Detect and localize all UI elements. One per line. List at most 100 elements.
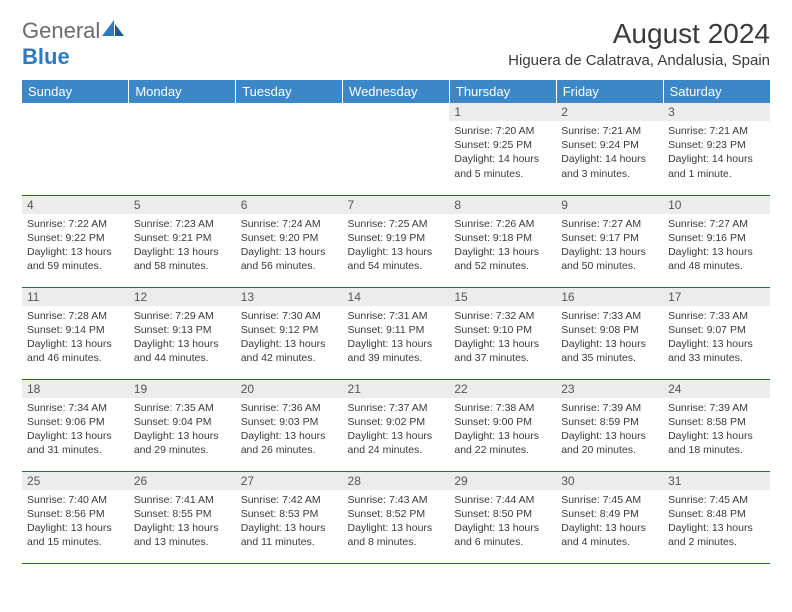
day-body: Sunrise: 7:21 AMSunset: 9:23 PMDaylight:…	[663, 121, 770, 185]
day-number: 23	[556, 380, 663, 398]
day-body: Sunrise: 7:42 AMSunset: 8:53 PMDaylight:…	[236, 490, 343, 554]
day-number: 24	[663, 380, 770, 398]
calendar-cell: 24Sunrise: 7:39 AMSunset: 8:58 PMDayligh…	[663, 379, 770, 471]
calendar-cell: 23Sunrise: 7:39 AMSunset: 8:59 PMDayligh…	[556, 379, 663, 471]
calendar-row: ........1Sunrise: 7:20 AMSunset: 9:25 PM…	[22, 103, 770, 195]
calendar-cell: 21Sunrise: 7:37 AMSunset: 9:02 PMDayligh…	[343, 379, 450, 471]
calendar-cell: 27Sunrise: 7:42 AMSunset: 8:53 PMDayligh…	[236, 471, 343, 563]
day-body: Sunrise: 7:27 AMSunset: 9:16 PMDaylight:…	[663, 214, 770, 278]
calendar-cell: 13Sunrise: 7:30 AMSunset: 9:12 PMDayligh…	[236, 287, 343, 379]
day-number: 11	[22, 288, 129, 306]
calendar-cell: 6Sunrise: 7:24 AMSunset: 9:20 PMDaylight…	[236, 195, 343, 287]
calendar-cell: 17Sunrise: 7:33 AMSunset: 9:07 PMDayligh…	[663, 287, 770, 379]
day-body: Sunrise: 7:26 AMSunset: 9:18 PMDaylight:…	[449, 214, 556, 278]
calendar-cell: 10Sunrise: 7:27 AMSunset: 9:16 PMDayligh…	[663, 195, 770, 287]
calendar-row: 18Sunrise: 7:34 AMSunset: 9:06 PMDayligh…	[22, 379, 770, 471]
weekday-header: Friday	[556, 80, 663, 103]
brand-name-1: General	[22, 18, 100, 43]
day-body: Sunrise: 7:45 AMSunset: 8:49 PMDaylight:…	[556, 490, 663, 554]
day-body: Sunrise: 7:45 AMSunset: 8:48 PMDaylight:…	[663, 490, 770, 554]
header: General Blue August 2024 Higuera de Cala…	[22, 18, 770, 70]
brand-name: General Blue	[22, 18, 126, 70]
title-block: August 2024 Higuera de Calatrava, Andalu…	[508, 18, 770, 69]
day-number: 18	[22, 380, 129, 398]
day-body: Sunrise: 7:38 AMSunset: 9:00 PMDaylight:…	[449, 398, 556, 462]
location: Higuera de Calatrava, Andalusia, Spain	[508, 52, 770, 69]
day-body: Sunrise: 7:30 AMSunset: 9:12 PMDaylight:…	[236, 306, 343, 370]
day-body: Sunrise: 7:39 AMSunset: 8:58 PMDaylight:…	[663, 398, 770, 462]
day-number: 12	[129, 288, 236, 306]
day-number: 9	[556, 196, 663, 214]
day-number: 4	[22, 196, 129, 214]
day-body: Sunrise: 7:22 AMSunset: 9:22 PMDaylight:…	[22, 214, 129, 278]
sail-icon	[100, 18, 126, 38]
day-body: Sunrise: 7:23 AMSunset: 9:21 PMDaylight:…	[129, 214, 236, 278]
day-number: 16	[556, 288, 663, 306]
brand-name-2: Blue	[22, 44, 70, 69]
calendar-row: 25Sunrise: 7:40 AMSunset: 8:56 PMDayligh…	[22, 471, 770, 563]
day-number: 19	[129, 380, 236, 398]
day-number: 27	[236, 472, 343, 490]
day-body: Sunrise: 7:20 AMSunset: 9:25 PMDaylight:…	[449, 121, 556, 185]
calendar-cell: 29Sunrise: 7:44 AMSunset: 8:50 PMDayligh…	[449, 471, 556, 563]
day-number: 6	[236, 196, 343, 214]
weekday-header: Thursday	[449, 80, 556, 103]
calendar-cell: 12Sunrise: 7:29 AMSunset: 9:13 PMDayligh…	[129, 287, 236, 379]
calendar-cell: 20Sunrise: 7:36 AMSunset: 9:03 PMDayligh…	[236, 379, 343, 471]
day-number: 22	[449, 380, 556, 398]
day-body: Sunrise: 7:39 AMSunset: 8:59 PMDaylight:…	[556, 398, 663, 462]
calendar-cell: 9Sunrise: 7:27 AMSunset: 9:17 PMDaylight…	[556, 195, 663, 287]
day-body: Sunrise: 7:37 AMSunset: 9:02 PMDaylight:…	[343, 398, 450, 462]
calendar-cell: 19Sunrise: 7:35 AMSunset: 9:04 PMDayligh…	[129, 379, 236, 471]
day-number: 5	[129, 196, 236, 214]
calendar-cell: 31Sunrise: 7:45 AMSunset: 8:48 PMDayligh…	[663, 471, 770, 563]
day-body: Sunrise: 7:34 AMSunset: 9:06 PMDaylight:…	[22, 398, 129, 462]
calendar-cell: 25Sunrise: 7:40 AMSunset: 8:56 PMDayligh…	[22, 471, 129, 563]
weekday-header: Sunday	[22, 80, 129, 103]
calendar-row: 11Sunrise: 7:28 AMSunset: 9:14 PMDayligh…	[22, 287, 770, 379]
day-body: Sunrise: 7:43 AMSunset: 8:52 PMDaylight:…	[343, 490, 450, 554]
day-number: 26	[129, 472, 236, 490]
calendar-cell: ..	[129, 103, 236, 195]
day-number: 14	[343, 288, 450, 306]
calendar-row: 4Sunrise: 7:22 AMSunset: 9:22 PMDaylight…	[22, 195, 770, 287]
calendar-cell: 14Sunrise: 7:31 AMSunset: 9:11 PMDayligh…	[343, 287, 450, 379]
day-number: 21	[343, 380, 450, 398]
calendar-cell: ..	[22, 103, 129, 195]
calendar-cell: 3Sunrise: 7:21 AMSunset: 9:23 PMDaylight…	[663, 103, 770, 195]
day-number: 25	[22, 472, 129, 490]
day-number: 17	[663, 288, 770, 306]
calendar-cell: 7Sunrise: 7:25 AMSunset: 9:19 PMDaylight…	[343, 195, 450, 287]
weekday-header: Tuesday	[236, 80, 343, 103]
calendar-cell: 28Sunrise: 7:43 AMSunset: 8:52 PMDayligh…	[343, 471, 450, 563]
day-number: 20	[236, 380, 343, 398]
calendar-body: ........1Sunrise: 7:20 AMSunset: 9:25 PM…	[22, 103, 770, 563]
calendar-cell: 1Sunrise: 7:20 AMSunset: 9:25 PMDaylight…	[449, 103, 556, 195]
day-body: Sunrise: 7:28 AMSunset: 9:14 PMDaylight:…	[22, 306, 129, 370]
calendar-cell: 5Sunrise: 7:23 AMSunset: 9:21 PMDaylight…	[129, 195, 236, 287]
calendar-cell: 15Sunrise: 7:32 AMSunset: 9:10 PMDayligh…	[449, 287, 556, 379]
day-number: 7	[343, 196, 450, 214]
calendar-table: SundayMondayTuesdayWednesdayThursdayFrid…	[22, 80, 770, 564]
day-number: 28	[343, 472, 450, 490]
calendar-cell: 11Sunrise: 7:28 AMSunset: 9:14 PMDayligh…	[22, 287, 129, 379]
day-body: Sunrise: 7:44 AMSunset: 8:50 PMDaylight:…	[449, 490, 556, 554]
day-number: 8	[449, 196, 556, 214]
calendar-cell: ..	[236, 103, 343, 195]
day-body: Sunrise: 7:31 AMSunset: 9:11 PMDaylight:…	[343, 306, 450, 370]
calendar-cell: ..	[343, 103, 450, 195]
day-body: Sunrise: 7:33 AMSunset: 9:07 PMDaylight:…	[663, 306, 770, 370]
calendar-cell: 22Sunrise: 7:38 AMSunset: 9:00 PMDayligh…	[449, 379, 556, 471]
day-body: Sunrise: 7:21 AMSunset: 9:24 PMDaylight:…	[556, 121, 663, 185]
day-number: 10	[663, 196, 770, 214]
calendar-cell: 2Sunrise: 7:21 AMSunset: 9:24 PMDaylight…	[556, 103, 663, 195]
day-body: Sunrise: 7:40 AMSunset: 8:56 PMDaylight:…	[22, 490, 129, 554]
day-number: 29	[449, 472, 556, 490]
weekday-header: Wednesday	[343, 80, 450, 103]
month-title: August 2024	[508, 18, 770, 50]
calendar-cell: 16Sunrise: 7:33 AMSunset: 9:08 PMDayligh…	[556, 287, 663, 379]
day-number: 30	[556, 472, 663, 490]
calendar-cell: 4Sunrise: 7:22 AMSunset: 9:22 PMDaylight…	[22, 195, 129, 287]
weekday-header: Monday	[129, 80, 236, 103]
day-number: 13	[236, 288, 343, 306]
